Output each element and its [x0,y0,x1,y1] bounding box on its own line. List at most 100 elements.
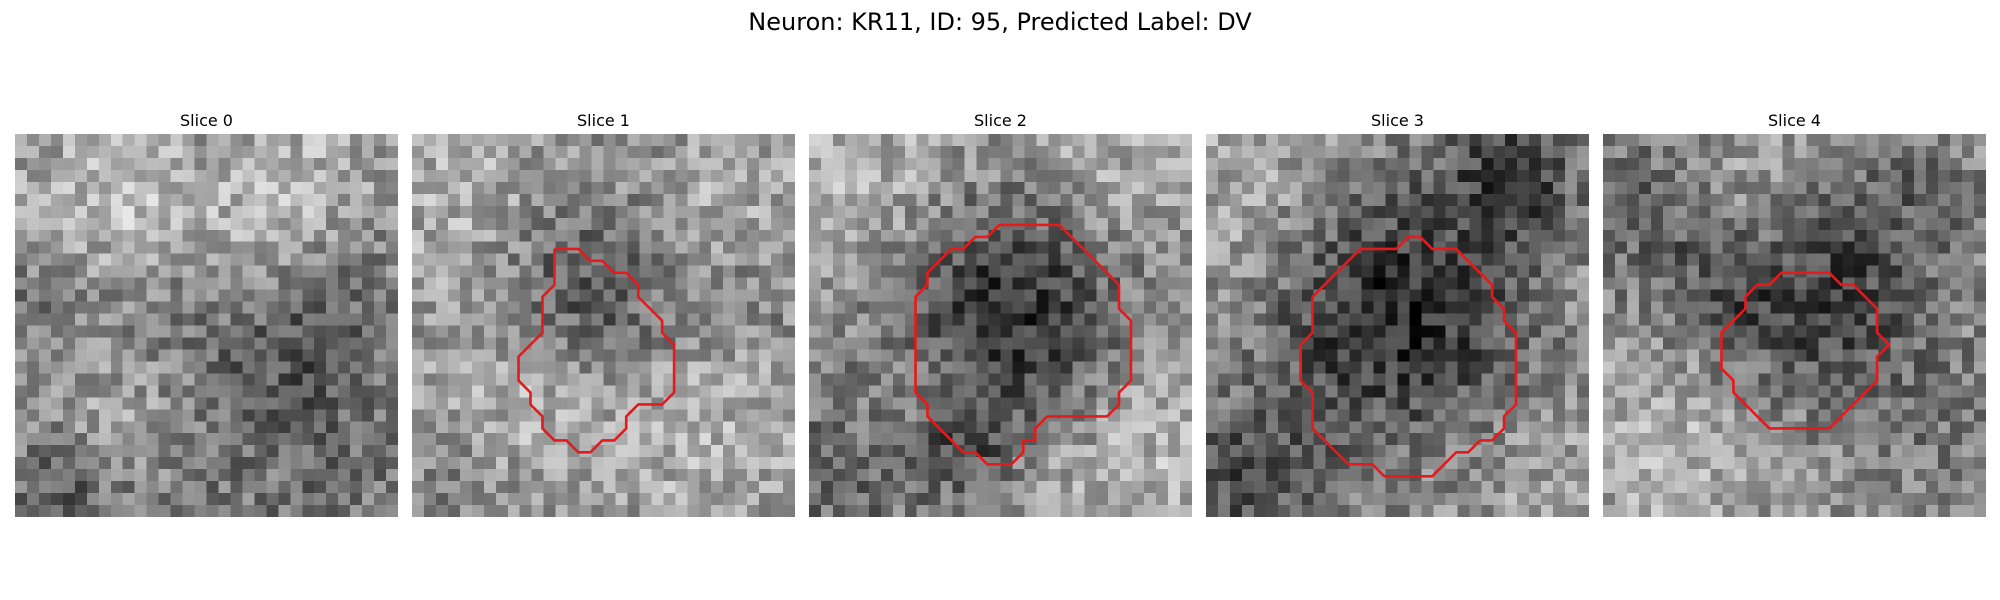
pixel [856,145,870,159]
pixel [1096,421,1109,434]
pixel [976,193,989,207]
pixel [1457,265,1470,278]
pixel [471,433,485,446]
pixel [567,421,580,434]
pixel [916,373,929,386]
pixel [110,301,123,314]
pixel [1950,134,1963,147]
pixel [290,229,303,242]
pixel [507,325,520,338]
pixel [1794,433,1807,446]
pixel [928,373,941,386]
pixel [1565,217,1578,230]
pixel [964,433,977,446]
pixel [1914,325,1927,338]
pixel [1144,277,1157,290]
pixel [880,361,894,374]
pixel [1156,301,1169,314]
pixel [1529,289,1542,302]
pixel [206,253,219,266]
pixel [1433,229,1446,242]
pixel [711,313,724,326]
pixel [1541,134,1554,147]
pixel [1277,134,1291,147]
pixel [62,169,76,183]
pixel [1000,181,1013,195]
pixel [98,505,111,517]
pixel [74,265,88,278]
pixel [1373,433,1386,446]
pixel [1206,349,1219,362]
pixel [856,217,870,230]
pixel [1614,457,1628,470]
pixel [1842,457,1855,470]
pixel [1301,277,1314,290]
pixel [26,349,40,362]
pixel [266,313,279,326]
pixel [134,325,147,338]
pixel [1289,445,1302,458]
pixel [663,445,676,458]
pixel [1650,337,1664,350]
pixel [1758,313,1771,326]
pixel [1481,265,1494,278]
pixel [447,277,461,290]
pixel [1168,349,1181,362]
pixel [302,157,315,171]
pixel [1132,505,1145,517]
pixel [1686,433,1699,446]
pixel [1746,181,1759,195]
pixel [916,241,929,254]
pixel [1662,337,1676,350]
pixel [98,229,111,242]
pixel [1734,169,1747,183]
pixel [230,277,243,290]
pixel [1950,385,1963,398]
pixel [1890,253,1903,266]
pixel [302,301,315,314]
pixel [1493,265,1506,278]
pixel [1000,241,1013,254]
pixel [182,134,195,147]
pixel [1385,313,1398,326]
pixel [290,469,303,482]
pixel [988,229,1001,242]
pixel [338,241,351,254]
pixel [194,241,207,254]
pixel [447,433,461,446]
pixel [1722,193,1735,207]
pixel [412,505,425,517]
pixel [278,409,291,422]
pixel [412,205,425,219]
pixel [1433,265,1446,278]
pixel [555,445,568,458]
pixel [579,373,592,386]
pixel [723,181,736,195]
pixel [146,337,159,350]
pixel [1433,433,1446,446]
pixel [1048,421,1061,434]
pixel [820,337,834,350]
pixel [1577,385,1589,398]
pixel [832,145,846,159]
pixel [278,325,291,338]
pixel [1553,385,1566,398]
pixel [362,325,375,338]
pixel [158,457,171,470]
pixel [1036,469,1049,482]
pixel [1638,265,1652,278]
pixel [1541,217,1554,230]
pixel [832,277,846,290]
pixel [170,289,183,302]
pixel [1253,325,1267,338]
pixel [1000,421,1013,434]
pixel [302,277,315,290]
pixel [290,169,303,183]
pixel [1096,289,1109,302]
pixel [218,241,231,254]
pixel [1397,409,1410,422]
pixel [1289,169,1302,183]
pixel [146,193,159,207]
pixel [1397,241,1410,254]
pixel [519,457,532,470]
